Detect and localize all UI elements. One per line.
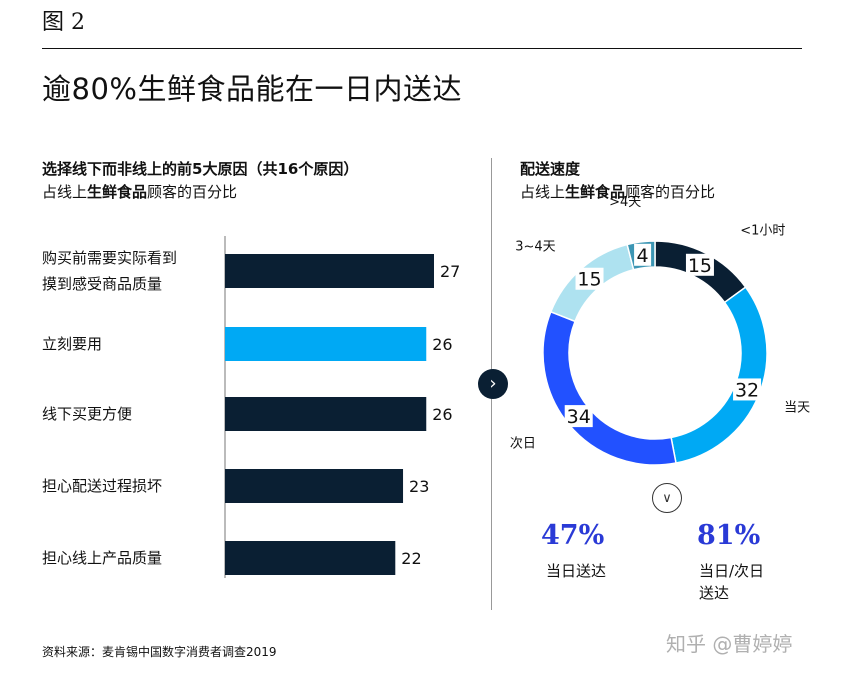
- bar: [225, 469, 404, 503]
- bar-value-label: 26: [432, 335, 452, 354]
- donut-category-label: 当天: [784, 400, 810, 415]
- stat-same-day-label: 当日送达: [546, 562, 607, 580]
- subtitle-suffix: 顾客的百分比: [147, 183, 238, 201]
- donut-value-box: [733, 378, 762, 401]
- bar-category-label-line: 线下买更方便: [42, 405, 133, 423]
- donut-chart-subtitle: 占线上生鲜食品顾客的百分比: [520, 181, 715, 202]
- donut-value-box: [575, 267, 604, 290]
- donut-value-label: 15: [577, 269, 601, 291]
- subtitle-suffix: 顾客的百分比: [625, 183, 716, 201]
- subtitle-prefix: 占线上: [520, 183, 566, 201]
- top-divider: [42, 48, 802, 49]
- donut-category-label: >4天: [609, 195, 641, 210]
- bar-category-label-line: 担心配送过程损坏: [42, 477, 163, 495]
- bar: [225, 327, 427, 361]
- bar-value-label: 22: [401, 549, 421, 568]
- bar-category-label: 担心线上产品质量: [42, 545, 217, 571]
- bar-value-label: 23: [409, 477, 429, 496]
- bar-chart-subtitle: 占线上生鲜食品顾客的百分比: [42, 181, 237, 202]
- donut-slice: [670, 286, 768, 464]
- subtitle-emphasis: 生鲜食品: [87, 183, 148, 201]
- chevron-down-icon[interactable]: ∨: [652, 483, 682, 513]
- bar-category-label: 线下买更方便: [42, 401, 217, 427]
- stat-same-day-value: 47%: [541, 520, 605, 551]
- stat-next-day-value: 81%: [697, 520, 761, 551]
- bar-chart-title: 选择线下而非线上的前5大原因（共16个原因）: [42, 160, 359, 178]
- watermark: 知乎 @曹婷婷: [666, 632, 793, 656]
- donut-value-label: 4: [637, 245, 649, 267]
- bar-category-label-line: 购买前需要实际看到: [42, 249, 178, 267]
- bar-category-label: 担心配送过程损坏: [42, 473, 217, 499]
- bar-category-label: 立刻要用: [42, 331, 217, 357]
- figure-label: 图 2: [42, 10, 85, 35]
- donut-value-box: [685, 253, 714, 276]
- bar: [225, 541, 396, 575]
- subtitle-emphasis: 生鲜食品: [565, 183, 626, 201]
- stat-next-day-label-line2: 送达: [699, 584, 730, 602]
- bar-category-label-line: 立刻要用: [42, 335, 103, 353]
- bar-category-label-line: 摸到感受商品质量: [42, 275, 163, 293]
- subtitle-prefix: 占线上: [42, 183, 88, 201]
- donut-slice: [542, 310, 677, 466]
- bar-category-label: 购买前需要实际看到 摸到感受商品质量: [42, 245, 217, 297]
- donut-chart-title: 配送速度: [520, 160, 581, 178]
- donut-category-label: 3~4天: [515, 239, 555, 254]
- donut-value-label: 34: [567, 406, 591, 428]
- bar: [225, 254, 434, 288]
- donut-value-label: 32: [735, 379, 759, 401]
- donut-category-label: 次日: [510, 435, 536, 451]
- source-note: 资料来源：麦肯锡中国数字消费者调查2019: [42, 645, 277, 659]
- chevron-right-icon[interactable]: ›: [478, 369, 508, 399]
- bar-value-label: 26: [432, 405, 452, 424]
- bar-category-label-line: 担心线上产品质量: [42, 549, 163, 567]
- page-title: 逾80%生鲜食品能在一日内送达: [42, 72, 462, 106]
- donut-value-label: 15: [688, 255, 712, 277]
- donut-category-label: <1小时: [740, 224, 785, 239]
- stat-next-day-label-line1: 当日/次日: [699, 562, 765, 580]
- donut-value-box: [564, 405, 593, 428]
- donut-value-box: [634, 243, 652, 266]
- bar-value-label: 27: [440, 262, 460, 281]
- bar: [225, 397, 427, 431]
